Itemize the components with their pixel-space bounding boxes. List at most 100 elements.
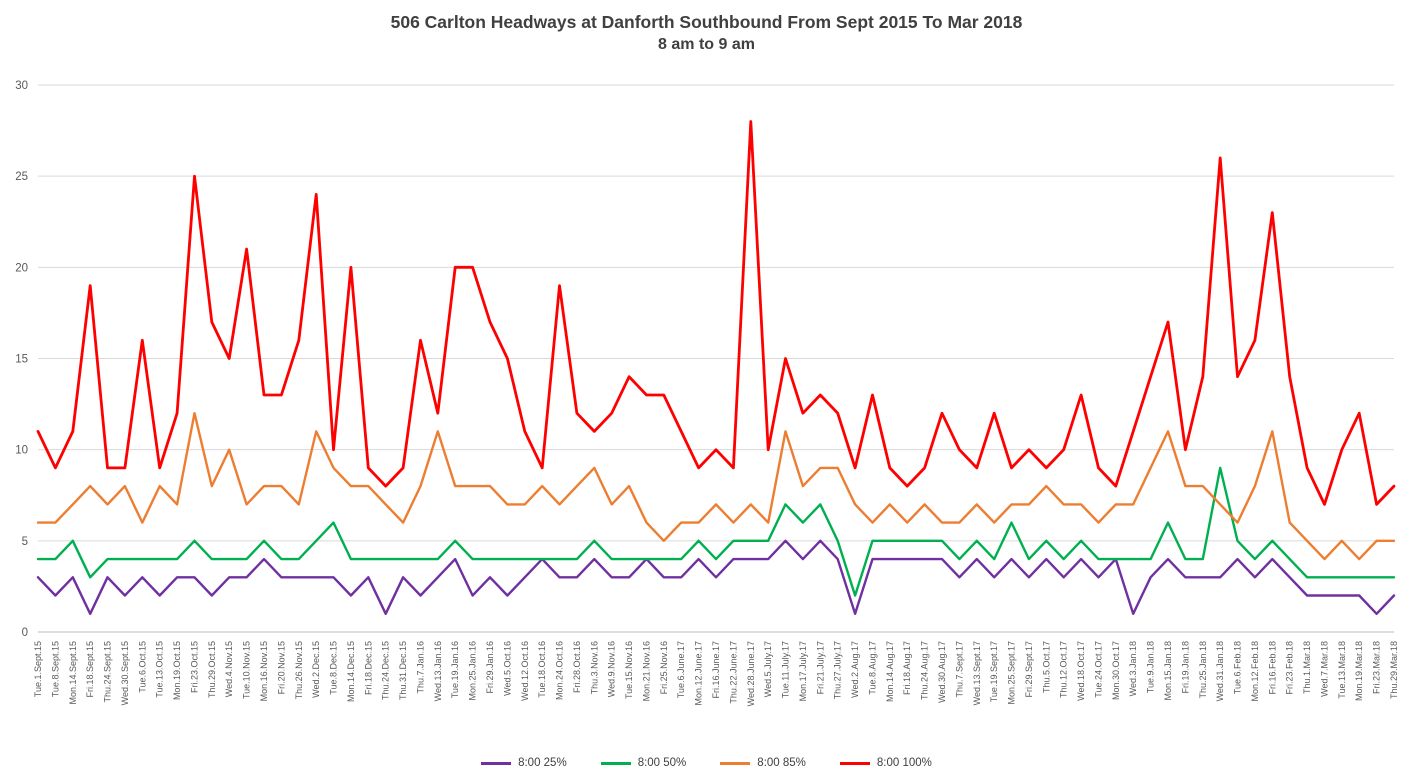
x-tick-label: Thu.7.Jan.16 <box>415 641 425 694</box>
y-tick-label-0: 0 <box>22 627 28 639</box>
x-tick-label: Mon.24.Oct.16 <box>555 641 565 700</box>
y-tick-label-10: 10 <box>15 445 28 457</box>
x-tick-label: Fri.28.Oct.16 <box>572 641 582 693</box>
legend-item-8-00-85-: 8:00 85% <box>720 757 806 769</box>
x-tick-label: Mon.19.Mar.18 <box>1354 641 1364 701</box>
x-tick-label: Tue.19.Jan.16 <box>450 641 460 698</box>
x-tick-label: Tue.6.Feb.18 <box>1233 641 1243 694</box>
legend-item-8-00-50-: 8:00 50% <box>600 757 687 769</box>
chart-title-line2: 8 am to 9 am <box>658 36 755 54</box>
x-tick-label: Wed.30.Aug.17 <box>937 641 947 703</box>
x-tick-label: Mon.30.Oct.17 <box>1111 641 1121 700</box>
legend-swatch <box>720 761 751 765</box>
x-tick-label: Tue.9.Jan.18 <box>1146 641 1156 693</box>
x-tick-label: Thu.3.Nov.16 <box>589 641 599 694</box>
y-tick-label-25: 25 <box>15 171 28 183</box>
x-tick-label: Thu.5.Oct.17 <box>1041 641 1051 693</box>
x-tick-label: Wed.31.Jan.18 <box>1215 641 1225 701</box>
legend-swatch <box>839 761 870 765</box>
x-tick-label: Wed.18.Oct.17 <box>1076 641 1086 701</box>
x-tick-label: Fri.19.Jan.18 <box>1180 641 1190 694</box>
legend-label: 8:00 85% <box>757 757 806 769</box>
legend-item-8-00-25-: 8:00 25% <box>481 757 567 769</box>
x-tick-label: Mon.14.Aug.17 <box>885 641 895 702</box>
x-tick-label: Tue.11.July.17 <box>781 641 791 698</box>
x-tick-label: Tue.10.Nov.15 <box>242 641 252 699</box>
x-tick-label: Tue.13.Mar.18 <box>1337 641 1347 699</box>
x-tick-label: Fri.18.Aug.17 <box>902 641 912 695</box>
chart-title: 506 Carlton Headways at Danforth Southbo… <box>0 10 1413 56</box>
chart-title-line1: 506 Carlton Headways at Danforth Southbo… <box>390 12 1023 32</box>
plot-area: 0 5 10 15 20 25 30 Tue.1.Sept.15 Tue.8.Sept.15 Mo… <box>15 80 1399 706</box>
x-tick-label: Thu.24.Sept.15 <box>103 641 113 703</box>
legend-label: 8:00 25% <box>518 757 567 769</box>
x-tick-label: Thu.26.Nov.15 <box>294 641 304 699</box>
x-tick-label: Fri.21.July.17 <box>815 641 825 694</box>
x-tick-label: Thu.27.July.17 <box>833 641 843 699</box>
x-tick-label: Tue.19.Sept.17 <box>989 641 999 702</box>
x-tick-label: Thu.24.Aug.17 <box>920 641 930 700</box>
x-tick-label: Tue.15.Nov.16 <box>624 641 634 699</box>
x-tick-label: Tue.8.Dec.15 <box>329 641 339 695</box>
x-tick-label: Fri.23.Mar.18 <box>1372 641 1382 694</box>
x-tick-label: Tue.6.Oct.15 <box>137 641 147 693</box>
x-tick-label: Mon.17.July.17 <box>798 641 808 701</box>
x-tick-label: Wed.13.Jan.16 <box>433 641 443 701</box>
x-tick-label: Wed.2.Aug.17 <box>850 641 860 698</box>
series-line-8-00-100- <box>36 120 1396 506</box>
legend-swatch <box>481 761 512 765</box>
y-tick-label-5: 5 <box>22 536 28 548</box>
x-tick-label: Fri.18.Sept.15 <box>85 641 95 698</box>
x-tick-label: Wed.30.Sept.15 <box>120 641 130 705</box>
x-tick-label: Wed.5.July.17 <box>763 641 773 697</box>
x-tick-label: Mon.12.Feb.18 <box>1250 641 1260 702</box>
x-tick-label: Thu.22.June.17 <box>728 641 738 704</box>
legend-swatch <box>600 761 631 765</box>
x-tick-label: Fri.16.Feb.18 <box>1267 641 1277 695</box>
x-tick-label: Mon.25.Sept.17 <box>1007 641 1017 705</box>
x-tick-label: Fri.23.Feb.18 <box>1285 641 1295 695</box>
legend-label: 8:00 100% <box>876 757 932 769</box>
x-tick-label: Tue.8.Sept.15 <box>50 641 60 697</box>
x-tick-label: Mon.14.Sept.15 <box>68 641 78 705</box>
x-tick-label: Wed.3.Jan.18 <box>1128 641 1138 696</box>
x-tick-label: Tue.1.Sept.15 <box>33 641 43 697</box>
x-tick-label: Thu.31.Dec.15 <box>398 641 408 700</box>
x-tick-label: Tue.18.Oct.16 <box>537 641 547 698</box>
x-tick-label: Fri.20.Nov.15 <box>276 641 286 694</box>
chart-legend: 8:00 25% 8:00 50% 8:00 85% 8:00 100% <box>0 757 1413 769</box>
y-tick-label-15: 15 <box>15 354 28 366</box>
series-line-8-00-50- <box>36 466 1396 597</box>
x-tick-label: Thu.7.Sept.17 <box>954 641 964 698</box>
x-tick-label: Tue.8.Aug.17 <box>867 641 877 695</box>
x-tick-label: Fri.16.June.17 <box>711 641 721 699</box>
x-tick-label: Thu.29.Oct.15 <box>207 641 217 698</box>
x-tick-label: Wed.13.Sept.17 <box>972 641 982 705</box>
x-tick-label: Thu.29.Mar.18 <box>1389 641 1399 699</box>
x-tick-label: Tue.24.Oct.17 <box>1093 641 1103 698</box>
series-line-8-00-85- <box>36 412 1396 561</box>
x-tick-label: Wed.4.Nov.15 <box>224 641 234 697</box>
x-tick-label: Fri.25.Nov.16 <box>659 641 669 694</box>
x-tick-label: Thu.1.Mar.18 <box>1302 641 1312 694</box>
x-tick-label: Mon.19.Oct.15 <box>172 641 182 700</box>
x-tick-label: Thu.24.Dec.15 <box>381 641 391 700</box>
x-tick-label: Fri.18.Dec.15 <box>363 641 373 695</box>
x-tick-label: Wed.12.Oct.16 <box>520 641 530 701</box>
x-tick-label: Tue.13.Oct.15 <box>155 641 165 698</box>
x-tick-label: Mon.14.Dec.15 <box>346 641 356 702</box>
x-tick-label: Mon.16.Nov.15 <box>259 641 269 701</box>
x-tick-label: Mon.15.Jan.18 <box>1163 641 1173 701</box>
x-tick-label: Mon.21.Nov.16 <box>641 641 651 701</box>
x-tick-label: Mon.25.Jan.16 <box>468 641 478 701</box>
legend-label: 8:00 50% <box>637 757 687 769</box>
x-tick-label: Wed.28.June.17 <box>746 641 756 706</box>
y-tick-label-30: 30 <box>15 80 28 92</box>
x-tick-label: Fri.29.Jan.16 <box>485 641 495 694</box>
series-line-8-00-25- <box>36 539 1396 615</box>
x-tick-label: Fri.29.Sept.17 <box>1024 641 1034 698</box>
y-tick-label-20: 20 <box>15 262 28 274</box>
x-tick-label: Thu.25.Jan.18 <box>1198 641 1208 699</box>
x-tick-label: Wed.5.Oct.16 <box>502 641 512 696</box>
